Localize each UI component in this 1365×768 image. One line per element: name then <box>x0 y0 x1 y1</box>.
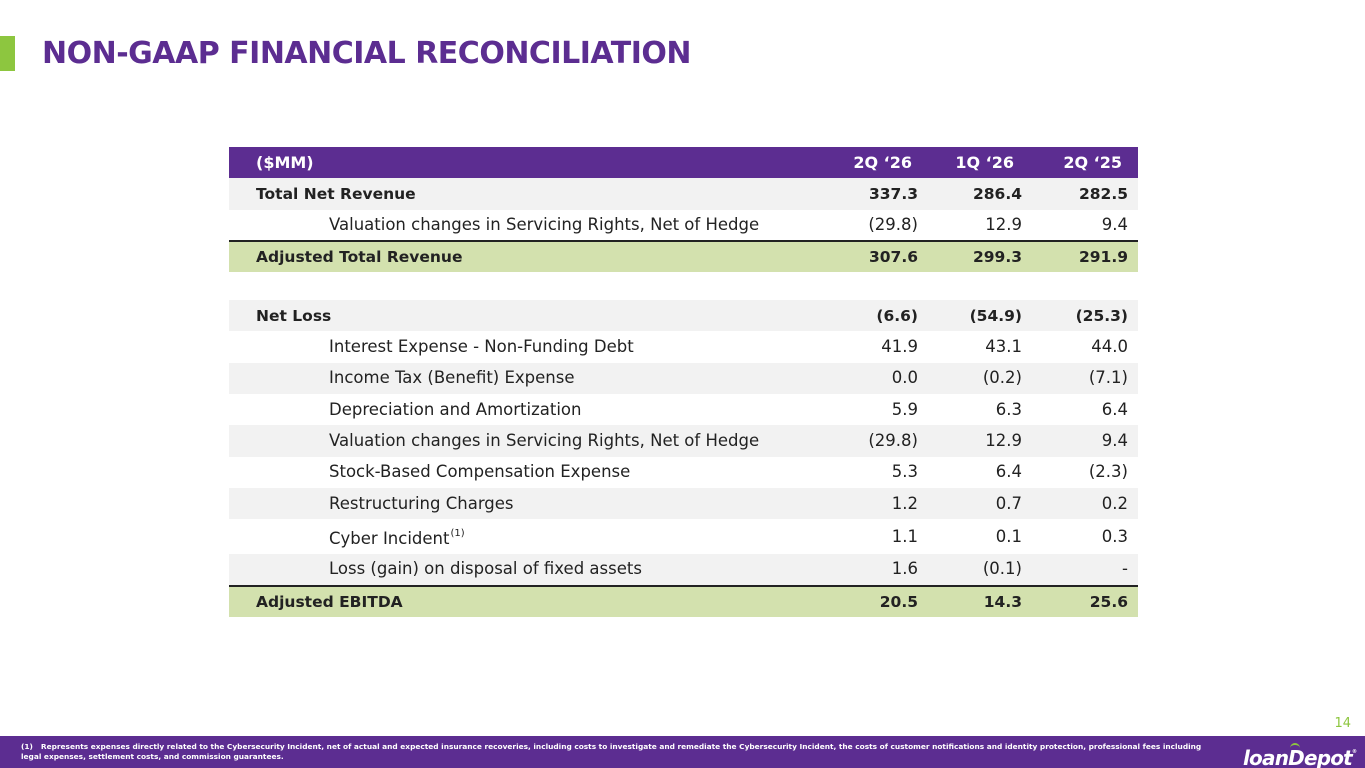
row-label: Loss (gain) on disposal of fixed assets <box>229 554 823 586</box>
row-label: Depreciation and Amortization <box>329 399 582 419</box>
table-row-stock-based-compensation: Stock-Based Compensation Expense 5.3 6.4… <box>229 457 1138 488</box>
cell-2q26: 41.9 <box>881 337 918 357</box>
cell-2q25: 9.4 <box>1101 214 1128 234</box>
logo-letter-d: D <box>1288 743 1305 768</box>
column-header-2q25: 2Q ‘25 <box>1034 147 1138 179</box>
table-spacer-row <box>229 272 1138 301</box>
table-row-valuation-changes-revenue: Valuation changes in Servicing Rights, N… <box>229 210 1138 241</box>
cell-2q26: (29.8) <box>823 425 934 457</box>
cell-2q25: 291.9 <box>1034 239 1138 273</box>
cell-1q26: 43.1 <box>985 337 1022 357</box>
row-label: Restructuring Charges <box>229 487 823 520</box>
footnote-mark: (1) <box>21 742 33 751</box>
cell-2q26: 307.6 <box>823 239 934 273</box>
cell-2q26: 1.1 <box>891 526 918 546</box>
cell-2q26: 1.6 <box>823 554 934 586</box>
page-number: 14 <box>1334 716 1351 731</box>
cell-2q26: 337.3 <box>823 178 934 210</box>
reconciliation-table: ($MM) 2Q ‘26 1Q ‘26 2Q ‘25 Total Net Rev… <box>229 147 1138 617</box>
title-accent-bar <box>0 36 15 71</box>
column-header-units: ($MM) <box>229 147 823 179</box>
row-label: Net Loss <box>229 300 823 332</box>
cell-1q26: 286.4 <box>934 178 1034 210</box>
row-label: Interest Expense - Non-Funding Debt <box>329 337 634 357</box>
cell-2q26: 20.5 <box>823 584 934 617</box>
row-label: Adjusted EBITDA <box>229 584 823 617</box>
table-row-adjusted-ebitda: Adjusted EBITDA 20.5 14.3 25.6 <box>229 584 1138 617</box>
cell-2q26: (6.6) <box>823 300 934 332</box>
table-row-net-loss: Net Loss (6.6) (54.9) (25.3) <box>229 300 1138 332</box>
row-label: Valuation changes in Servicing Rights, N… <box>229 425 823 457</box>
column-header-1q26: 1Q ‘26 <box>934 147 1034 179</box>
cell-2q26: (29.8) <box>868 214 918 234</box>
cell-1q26: (0.1) <box>934 554 1034 586</box>
cell-1q26: (0.2) <box>934 362 1034 395</box>
table-header-row: ($MM) 2Q ‘26 1Q ‘26 2Q ‘25 <box>229 147 1138 179</box>
footnote: (1) Represents expenses directly related … <box>21 742 1211 761</box>
table-row-loss-gain-disposal: Loss (gain) on disposal of fixed assets … <box>229 554 1138 586</box>
cell-2q25: 25.6 <box>1034 584 1138 617</box>
cell-2q25: 9.4 <box>1034 425 1138 457</box>
row-label: Cyber Incident(1) <box>229 519 823 554</box>
table-row-total-net-revenue: Total Net Revenue 337.3 286.4 282.5 <box>229 178 1138 210</box>
cell-2q25: 6.4 <box>1101 399 1128 419</box>
cell-2q25: - <box>1034 554 1138 586</box>
cell-1q26: 14.3 <box>934 584 1034 617</box>
table-row-income-tax: Income Tax (Benefit) Expense 0.0 (0.2) (… <box>229 362 1138 395</box>
cell-1q26: 6.3 <box>995 399 1022 419</box>
cell-1q26: 12.9 <box>934 425 1034 457</box>
row-label: Income Tax (Benefit) Expense <box>229 362 823 395</box>
table-row-restructuring: Restructuring Charges 1.2 0.7 0.2 <box>229 487 1138 520</box>
column-header-2q26: 2Q ‘26 <box>823 147 934 179</box>
cell-1q26: 0.1 <box>995 526 1022 546</box>
cell-2q25: (7.1) <box>1034 362 1138 395</box>
logo-text-epot: epot <box>1303 746 1353 768</box>
row-label: Total Net Revenue <box>229 178 823 210</box>
cell-1q26: 6.4 <box>995 462 1022 482</box>
cell-2q25: (25.3) <box>1034 300 1138 332</box>
cell-2q26: 0.0 <box>823 362 934 395</box>
cell-2q26: 5.9 <box>891 399 918 419</box>
logo-text-loan: loan <box>1243 746 1289 768</box>
table-row-interest-expense: Interest Expense - Non-Funding Debt 41.9… <box>229 331 1138 362</box>
cell-2q26: 5.3 <box>891 462 918 482</box>
cell-2q25: 44.0 <box>1091 337 1128 357</box>
cell-1q26: (54.9) <box>934 300 1034 332</box>
loandepot-logo: loan Depot® <box>1243 740 1357 768</box>
row-label: Adjusted Total Revenue <box>229 239 823 273</box>
logo-trademark: ® <box>1351 749 1357 755</box>
table-row-valuation-changes: Valuation changes in Servicing Rights, N… <box>229 425 1138 457</box>
footer-band <box>0 736 1365 768</box>
logo-arc-mark <box>1290 743 1301 749</box>
cell-1q26: 299.3 <box>934 239 1034 273</box>
cell-2q25: 0.2 <box>1034 487 1138 520</box>
cell-1q26: 12.9 <box>985 214 1022 234</box>
logo-text-d: D <box>1288 746 1305 768</box>
page-title: NON-GAAP FINANCIAL RECONCILIATION <box>42 36 692 71</box>
cell-1q26: 0.7 <box>934 487 1034 520</box>
row-label-text: Cyber Incident <box>329 529 450 549</box>
cell-2q26: 1.2 <box>823 487 934 520</box>
footnote-text: Represents expenses directly related to … <box>21 742 1202 761</box>
row-label: Stock-Based Compensation Expense <box>329 462 631 482</box>
table-row-cyber-incident: Cyber Incident(1) 1.1 0.1 0.3 <box>229 519 1138 554</box>
row-label: Valuation changes in Servicing Rights, N… <box>329 214 760 234</box>
table-row-depreciation: Depreciation and Amortization 5.9 6.3 6.… <box>229 394 1138 425</box>
cell-2q25: 0.3 <box>1101 526 1128 546</box>
cell-2q25: (2.3) <box>1088 462 1128 482</box>
footnote-reference: (1) <box>450 528 465 540</box>
table-row-adjusted-total-revenue: Adjusted Total Revenue 307.6 299.3 291.9 <box>229 239 1138 273</box>
cell-2q25: 282.5 <box>1034 178 1138 210</box>
